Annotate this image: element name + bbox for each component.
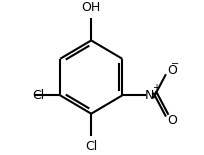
Text: −: − [170, 59, 178, 69]
Text: +: + [151, 83, 159, 93]
Text: O: O [166, 114, 176, 127]
Text: Cl: Cl [32, 89, 44, 102]
Text: O: O [166, 64, 176, 77]
Text: OH: OH [81, 1, 100, 14]
Text: N: N [144, 89, 153, 102]
Text: Cl: Cl [85, 140, 97, 153]
